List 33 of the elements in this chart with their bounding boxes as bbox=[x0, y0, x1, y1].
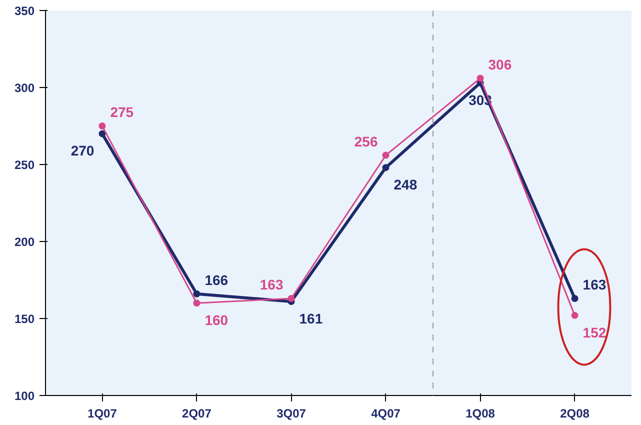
point bbox=[98, 122, 106, 130]
data-label: 163 bbox=[582, 276, 606, 292]
data-label: 275 bbox=[110, 104, 134, 120]
x-tick-label: 2Q07 bbox=[182, 406, 212, 420]
y-tick-label: 100 bbox=[14, 389, 35, 403]
y-tick-label: 200 bbox=[14, 235, 35, 249]
data-label: 163 bbox=[260, 276, 284, 292]
point bbox=[288, 294, 295, 302]
data-label: 160 bbox=[204, 312, 228, 328]
point bbox=[382, 164, 390, 172]
data-label: 256 bbox=[354, 133, 378, 150]
data-label: 270 bbox=[70, 142, 94, 159]
y-tick-label: 150 bbox=[14, 312, 35, 326]
point bbox=[571, 312, 578, 319]
point bbox=[571, 294, 578, 302]
point bbox=[98, 130, 106, 138]
y-tick-label: 350 bbox=[14, 4, 35, 18]
data-label: 152 bbox=[582, 324, 606, 340]
data-label: 161 bbox=[299, 310, 323, 327]
x-tick-label: 1Q08 bbox=[466, 406, 496, 420]
point bbox=[476, 74, 484, 82]
x-tick-label: 1Q07 bbox=[88, 406, 118, 420]
y-tick-label: 250 bbox=[14, 158, 35, 172]
x-tick-label: 4Q07 bbox=[371, 406, 401, 420]
x-tick-label: 3Q07 bbox=[276, 406, 306, 420]
point bbox=[193, 300, 200, 307]
data-label: 248 bbox=[394, 176, 418, 193]
y-tick-label: 300 bbox=[14, 81, 35, 95]
point bbox=[193, 290, 200, 298]
data-label: 166 bbox=[204, 272, 228, 288]
point bbox=[382, 152, 390, 159]
data-label: 306 bbox=[488, 56, 512, 72]
x-tick-label: 2Q08 bbox=[560, 406, 590, 420]
